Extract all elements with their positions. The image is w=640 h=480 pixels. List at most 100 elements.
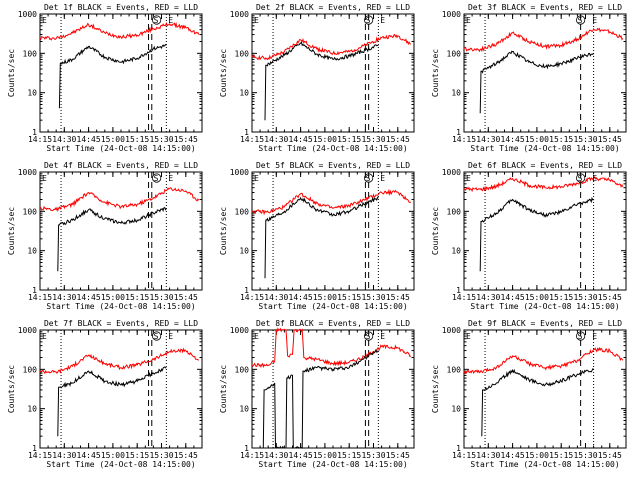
x-tick-label: 15:00 (101, 451, 125, 460)
marker-s-circle (364, 331, 374, 341)
marker-letter-E: E (254, 16, 259, 25)
y-tick-label: 1000 (442, 326, 461, 335)
x-tick-label: 15:30 (149, 293, 173, 302)
events-series-line (264, 41, 379, 121)
y-tick-label: 10 (239, 405, 249, 414)
plot-frame (463, 329, 627, 449)
y-tick-label: 10 (451, 89, 461, 98)
marker-letter-E: E (466, 174, 471, 183)
x-tick-label: 15:15 (125, 451, 149, 460)
panel-title: Det 5f BLACK = Events, RED = LLD (256, 161, 410, 170)
y-axis-label: Counts/sec (7, 49, 16, 97)
marker-letter-S: S (366, 174, 371, 183)
x-tick-label: 14:15 (28, 135, 52, 144)
x-tick-label: 14:15 (28, 451, 52, 460)
x-axis-label: Start Time (24-Oct-08 14:15:00) (46, 302, 195, 311)
x-tick-label: 15:30 (573, 293, 597, 302)
y-tick-label: 1000 (230, 10, 249, 19)
panel-det-4: Det 4f BLACK = Events, RED = LLD 1 10 100 10… (7, 161, 203, 311)
marker-letter-E: E (380, 332, 385, 341)
x-axis-label: Start Time (24-Oct-08 14:15:00) (46, 144, 195, 153)
y-tick-label: 1000 (18, 10, 37, 19)
x-axis-label: Start Time (24-Oct-08 14:15:00) (470, 460, 619, 469)
x-tick-label: 14:45 (289, 293, 313, 302)
y-tick-label: 100 (235, 365, 250, 374)
x-tick-label: 15:30 (573, 135, 597, 144)
panel-title: Det 7f BLACK = Events, RED = LLD (44, 319, 198, 328)
lld-series-line (39, 187, 200, 213)
panel-det-5: Det 5f BLACK = Events, RED = LLD 1 10 100 10… (219, 161, 415, 311)
y-tick-label: 1 (456, 444, 461, 453)
x-tick-label: 14:45 (501, 135, 525, 144)
x-tick-label: 14:30 (476, 451, 500, 460)
marker-s-circle (364, 15, 374, 25)
y-tick-label: 1000 (18, 168, 37, 177)
marker-letter-E: E (380, 174, 385, 183)
x-tick-label: 15:45 (386, 135, 410, 144)
plot-frame (251, 171, 415, 291)
plot-frame (39, 329, 203, 449)
marker-letter-E: E (168, 16, 173, 25)
lld-series-line (463, 27, 624, 53)
marker-letter-E: E (380, 16, 385, 25)
x-tick-label: 14:15 (28, 293, 52, 302)
y-tick-label: 1000 (230, 326, 249, 335)
lld-series-line (251, 327, 412, 369)
marker-s-circle (576, 173, 586, 183)
events-series-line (58, 43, 167, 109)
y-tick-label: 10 (27, 405, 37, 414)
events-series-line (479, 196, 594, 272)
y-axis-label: Counts/sec (431, 365, 440, 413)
marker-letter-E: E (168, 332, 173, 341)
panel-det-7: Det 7f BLACK = Events, RED = LLD 1 10 100 10… (7, 319, 203, 469)
x-axis-label: Start Time (24-Oct-08 14:15:00) (258, 144, 407, 153)
y-tick-label: 1 (244, 444, 249, 453)
x-tick-label: 14:30 (264, 293, 288, 302)
panel-title: Det 1f BLACK = Events, RED = LLD (44, 3, 198, 12)
x-axis-label: Start Time (24-Oct-08 14:15:00) (258, 460, 407, 469)
lld-series-line (251, 188, 411, 216)
x-tick-label: 14:30 (264, 451, 288, 460)
y-tick-label: 100 (235, 207, 250, 216)
x-tick-label: 15:00 (525, 293, 549, 302)
x-tick-label: 15:00 (313, 135, 337, 144)
x-tick-label: 15:00 (525, 135, 549, 144)
plot-frame (39, 13, 203, 133)
marker-letter-E: E (42, 332, 47, 341)
y-axis-label: Counts/sec (219, 49, 228, 97)
x-tick-label: 15:15 (337, 451, 361, 460)
x-tick-label: 14:45 (77, 293, 101, 302)
marker-letter-E: E (592, 332, 597, 341)
x-tick-label: 14:30 (52, 451, 76, 460)
y-tick-label: 100 (23, 207, 38, 216)
marker-letter-S: S (578, 16, 583, 25)
marker-letter-S: S (366, 332, 371, 341)
x-tick-label: 15:30 (149, 135, 173, 144)
y-tick-label: 1000 (230, 168, 249, 177)
marker-letter-S: S (154, 16, 159, 25)
y-tick-label: 10 (27, 89, 37, 98)
marker-letter-E: E (466, 16, 471, 25)
x-tick-label: 15:15 (125, 293, 149, 302)
x-tick-label: 15:45 (174, 135, 198, 144)
x-tick-label: 15:30 (361, 451, 385, 460)
y-axis-label: Counts/sec (431, 207, 440, 255)
plot-frame (251, 329, 415, 449)
events-series-line (262, 348, 379, 449)
y-tick-label: 100 (235, 49, 250, 58)
x-tick-label: 14:15 (452, 135, 476, 144)
lld-series-line (251, 33, 412, 61)
x-tick-label: 14:30 (264, 135, 288, 144)
y-tick-label: 1 (456, 128, 461, 137)
panel-det-9: Det 9f BLACK = Events, RED = LLD 1 10 100 10… (431, 319, 627, 469)
y-tick-label: 10 (27, 247, 37, 256)
marker-letter-E: E (592, 16, 597, 25)
panel-det-8: Det 8f BLACK = Events, RED = LLD 1 10 100 10… (219, 319, 415, 469)
x-tick-label: 15:30 (573, 451, 597, 460)
events-series-line (481, 368, 594, 437)
y-tick-label: 1 (244, 128, 249, 137)
x-tick-label: 15:30 (361, 135, 385, 144)
x-tick-label: 14:30 (476, 293, 500, 302)
y-tick-label: 1000 (18, 326, 37, 335)
x-tick-label: 15:15 (549, 451, 573, 460)
